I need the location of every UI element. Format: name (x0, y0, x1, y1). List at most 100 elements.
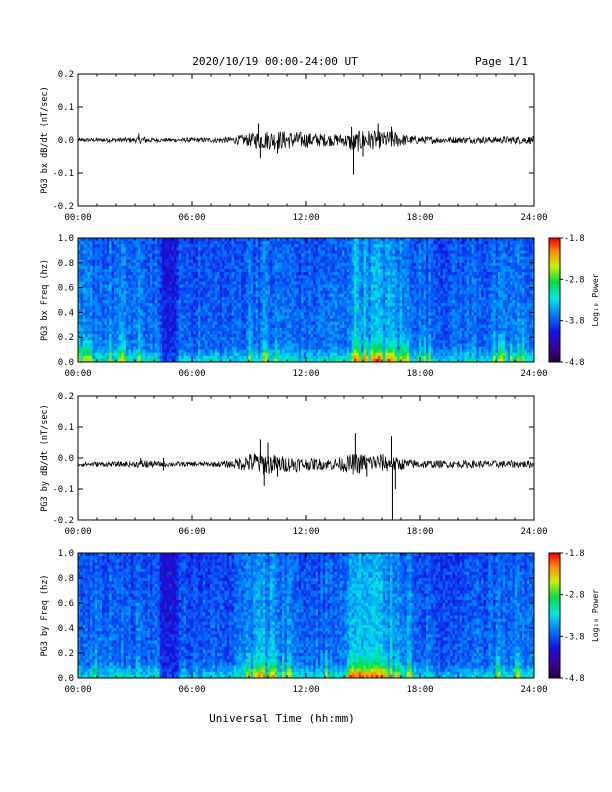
spectrogram-cell (363, 340, 367, 344)
spectrogram-cell (282, 324, 285, 329)
spectrogram-cell (222, 272, 225, 276)
spectrogram-cell (291, 238, 295, 242)
spectrogram-cell (214, 306, 218, 310)
spectrogram-cell (174, 303, 177, 307)
spectrogram-cell (363, 287, 367, 292)
spectrogram-cell (363, 296, 367, 301)
spectrogram-cell (253, 340, 256, 344)
spectrogram-cell (195, 275, 199, 279)
spectrogram-cell (87, 327, 91, 332)
spectrogram-cell (337, 309, 340, 313)
spectrogram-cell (327, 278, 331, 282)
spectrogram-cell (130, 256, 134, 261)
spectrogram-cell (310, 262, 314, 267)
spectrogram-cell (210, 340, 213, 344)
spectrogram-cell (313, 259, 316, 264)
spectrogram-cell (310, 349, 314, 354)
spectrogram-cell (210, 262, 213, 267)
spectrogram-cell (142, 241, 146, 245)
spectrogram-cell (99, 327, 103, 332)
spectrogram-cell (238, 275, 242, 279)
spectrogram-cell (322, 315, 326, 319)
spectrogram-cell (99, 269, 103, 273)
spectrogram-cell (214, 256, 218, 261)
spectrogram-cell (97, 265, 100, 270)
spectrogram-cell (222, 278, 225, 282)
spectrogram-cell (130, 293, 134, 298)
spectrogram-cell (87, 337, 91, 341)
spectrogram-cell (277, 309, 280, 313)
spectrogram-cell (104, 327, 108, 332)
spectrogram-cell (176, 275, 180, 279)
spectrogram-cell (111, 343, 115, 347)
spectrogram-cell (356, 284, 360, 288)
spectrogram-cell (229, 253, 232, 257)
spectrogram-cell (339, 315, 343, 319)
spectrogram-cell (236, 309, 240, 313)
spectrogram-cell (174, 312, 177, 316)
spectrogram-cell (212, 321, 216, 326)
spectrogram-cell (138, 337, 141, 341)
spectrogram-cell (200, 281, 204, 285)
spectrogram-cell (92, 262, 96, 267)
spectrogram-cell (193, 250, 196, 254)
spectrogram-cell (277, 300, 280, 304)
spectrogram-cell (133, 296, 136, 301)
spectrogram-cell (279, 309, 283, 313)
spectrogram-cell (289, 293, 292, 298)
spectrogram-cell (147, 278, 151, 282)
spectrogram-cell (97, 244, 100, 248)
spectrogram-cell (265, 296, 268, 301)
spectrogram-cell (78, 269, 81, 273)
spectrogram-cell (332, 241, 336, 245)
spectrogram-cell (358, 247, 362, 251)
spectrogram-cell (97, 343, 100, 347)
spectrogram-cell (130, 262, 134, 267)
spectrogram-cell (99, 253, 103, 257)
spectrogram-cell (217, 262, 220, 267)
spectrogram-cell (332, 346, 336, 350)
spectrogram-cell (123, 256, 127, 261)
spectrogram-cell (138, 275, 141, 279)
spectrogram-cell (310, 278, 314, 282)
spectrogram-cell (205, 265, 208, 270)
spectrogram-cell (258, 269, 261, 273)
spectrogram-cell (118, 244, 122, 248)
spectrogram-cell (226, 312, 230, 316)
spectrogram-cell (195, 281, 199, 285)
spectrogram-cell (325, 256, 328, 261)
spectrogram-cell (267, 238, 271, 242)
spectrogram-cell (344, 312, 348, 316)
spectrogram-cell (202, 284, 206, 288)
spectrogram-cell (152, 272, 156, 276)
spectrogram-cell (94, 275, 98, 279)
spectrogram-cell (121, 352, 124, 357)
spectrogram-cell (106, 284, 110, 288)
spectrogram-cell (272, 287, 276, 292)
spectrogram-cell (253, 290, 256, 295)
spectrogram-cell (226, 256, 230, 261)
spectrogram-cell (234, 287, 237, 292)
spectrogram-cell (200, 358, 204, 363)
spectrogram-cell (267, 281, 271, 285)
spectrogram-cell (200, 312, 204, 316)
spectrogram-cell (277, 290, 280, 295)
spectrogram-cell (272, 253, 276, 257)
spectrogram-cell (188, 309, 192, 313)
spectrogram-cell (159, 259, 163, 264)
spectrogram-cell (133, 343, 136, 347)
spectrogram-cell (190, 349, 194, 354)
spectrogram-cell (318, 352, 321, 357)
y-tick-label: 0.2 (58, 70, 74, 80)
spectrogram-cell (255, 269, 259, 273)
spectrogram-cell (135, 281, 139, 285)
spectrogram-cell (226, 290, 230, 295)
spectrogram-cell (126, 315, 129, 319)
spectrogram-cell (330, 247, 333, 251)
spectrogram-cell (327, 281, 331, 285)
spectrogram-cell (97, 358, 100, 363)
spectrogram-cell (174, 337, 177, 341)
spectrogram-cell (85, 265, 88, 270)
spectrogram-cell (104, 272, 108, 276)
spectrogram-cell (198, 306, 201, 310)
